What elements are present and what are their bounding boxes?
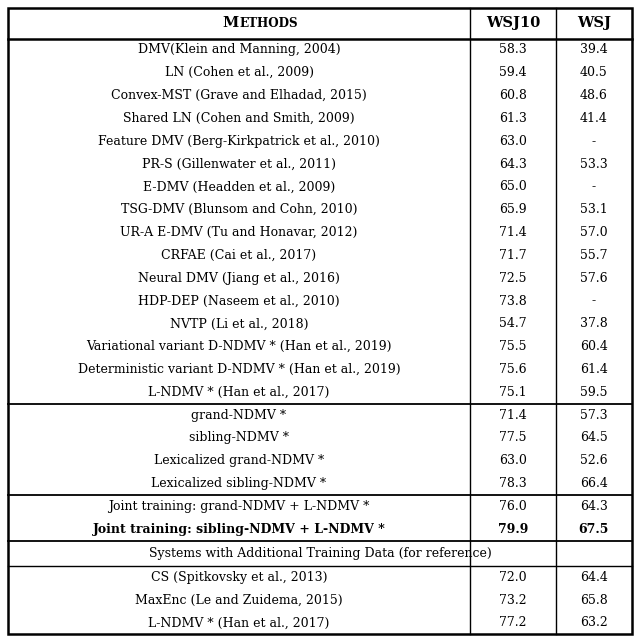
Text: WSJ10: WSJ10 <box>486 16 540 30</box>
Text: 71.4: 71.4 <box>499 409 527 422</box>
Text: -: - <box>592 295 596 308</box>
Text: Shared LN (Cohen and Smith, 2009): Shared LN (Cohen and Smith, 2009) <box>124 112 355 125</box>
Text: 64.4: 64.4 <box>580 571 608 584</box>
Text: 72.5: 72.5 <box>499 272 527 284</box>
Text: LN (Cohen et al., 2009): LN (Cohen et al., 2009) <box>164 66 314 79</box>
Text: 64.5: 64.5 <box>580 431 608 444</box>
Text: 65.8: 65.8 <box>580 594 608 607</box>
Text: DMV(Klein and Manning, 2004): DMV(Klein and Manning, 2004) <box>138 44 340 56</box>
Text: MaxEnc (Le and Zuidema, 2015): MaxEnc (Le and Zuidema, 2015) <box>135 594 343 607</box>
Text: 53.1: 53.1 <box>580 204 608 216</box>
Text: Feature DMV (Berg-Kirkpatrick et al., 2010): Feature DMV (Berg-Kirkpatrick et al., 20… <box>98 135 380 148</box>
Text: 57.3: 57.3 <box>580 409 608 422</box>
Text: sibling-NDMV *: sibling-NDMV * <box>189 431 289 444</box>
Text: 75.6: 75.6 <box>499 363 527 376</box>
Text: 63.0: 63.0 <box>499 135 527 148</box>
Text: -: - <box>592 180 596 193</box>
Text: 63.2: 63.2 <box>580 616 608 629</box>
Text: 61.3: 61.3 <box>499 112 527 125</box>
Text: 58.3: 58.3 <box>499 44 527 56</box>
Text: UR-A E-DMV (Tu and Honavar, 2012): UR-A E-DMV (Tu and Honavar, 2012) <box>120 226 358 239</box>
Text: 64.3: 64.3 <box>580 500 608 513</box>
Text: CS (Spitkovsky et al., 2013): CS (Spitkovsky et al., 2013) <box>151 571 327 584</box>
Text: 73.2: 73.2 <box>499 594 527 607</box>
Text: 40.5: 40.5 <box>580 66 608 79</box>
Text: Convex-MST (Grave and Elhadad, 2015): Convex-MST (Grave and Elhadad, 2015) <box>111 89 367 102</box>
Text: 41.4: 41.4 <box>580 112 608 125</box>
Text: 67.5: 67.5 <box>579 523 609 536</box>
Text: HDP-DEP (Naseem et al., 2010): HDP-DEP (Naseem et al., 2010) <box>138 295 340 308</box>
Text: Joint training: sibling-NDMV + L-NDMV *: Joint training: sibling-NDMV + L-NDMV * <box>93 523 385 536</box>
Text: 78.3: 78.3 <box>499 477 527 490</box>
Text: PR-S (Gillenwater et al., 2011): PR-S (Gillenwater et al., 2011) <box>142 157 336 171</box>
Text: 64.3: 64.3 <box>499 157 527 171</box>
Text: L-NDMV * (Han et al., 2017): L-NDMV * (Han et al., 2017) <box>148 616 330 629</box>
Text: grand-NDMV *: grand-NDMV * <box>191 409 287 422</box>
Text: 39.4: 39.4 <box>580 44 608 56</box>
Text: 63.0: 63.0 <box>499 455 527 467</box>
Text: 72.0: 72.0 <box>499 571 527 584</box>
Text: 53.3: 53.3 <box>580 157 608 171</box>
Text: 54.7: 54.7 <box>499 317 527 331</box>
Text: Neural DMV (Jiang et al., 2016): Neural DMV (Jiang et al., 2016) <box>138 272 340 284</box>
Text: WSJ: WSJ <box>577 16 611 30</box>
Text: 57.6: 57.6 <box>580 272 608 284</box>
Text: 59.5: 59.5 <box>580 386 607 399</box>
Text: E-DMV (Headden et al., 2009): E-DMV (Headden et al., 2009) <box>143 180 335 193</box>
Text: Deterministic variant D-NDMV * (Han et al., 2019): Deterministic variant D-NDMV * (Han et a… <box>77 363 401 376</box>
Text: Lexicalized sibling-NDMV *: Lexicalized sibling-NDMV * <box>152 477 326 490</box>
Text: 65.9: 65.9 <box>499 204 527 216</box>
Text: M: M <box>223 16 239 30</box>
Text: 61.4: 61.4 <box>580 363 608 376</box>
Text: Systems with Additional Training Data (for reference): Systems with Additional Training Data (f… <box>148 547 492 560</box>
Text: 60.8: 60.8 <box>499 89 527 102</box>
Text: Variational variant D-NDMV * (Han et al., 2019): Variational variant D-NDMV * (Han et al.… <box>86 340 392 353</box>
Text: 57.0: 57.0 <box>580 226 608 239</box>
Text: TSG-DMV (Blunsom and Cohn, 2010): TSG-DMV (Blunsom and Cohn, 2010) <box>121 204 357 216</box>
Text: 71.4: 71.4 <box>499 226 527 239</box>
Text: 66.4: 66.4 <box>580 477 608 490</box>
Text: 79.9: 79.9 <box>498 523 528 536</box>
Text: 76.0: 76.0 <box>499 500 527 513</box>
Text: 60.4: 60.4 <box>580 340 608 353</box>
Text: 52.6: 52.6 <box>580 455 608 467</box>
Text: 65.0: 65.0 <box>499 180 527 193</box>
Text: 73.8: 73.8 <box>499 295 527 308</box>
Text: 37.8: 37.8 <box>580 317 608 331</box>
Text: ETHODS: ETHODS <box>239 17 298 30</box>
Text: 75.5: 75.5 <box>499 340 527 353</box>
Text: -: - <box>592 135 596 148</box>
Text: CRFAE (Cai et al., 2017): CRFAE (Cai et al., 2017) <box>161 249 317 262</box>
Text: 55.7: 55.7 <box>580 249 607 262</box>
Text: Joint training: grand-NDMV + L-NDMV *: Joint training: grand-NDMV + L-NDMV * <box>108 500 370 513</box>
Text: 75.1: 75.1 <box>499 386 527 399</box>
Text: NVTP (Li et al., 2018): NVTP (Li et al., 2018) <box>170 317 308 331</box>
Text: L-NDMV * (Han et al., 2017): L-NDMV * (Han et al., 2017) <box>148 386 330 399</box>
Text: 48.6: 48.6 <box>580 89 608 102</box>
Text: 59.4: 59.4 <box>499 66 527 79</box>
Text: 71.7: 71.7 <box>499 249 527 262</box>
Text: Lexicalized grand-NDMV *: Lexicalized grand-NDMV * <box>154 455 324 467</box>
Text: 77.2: 77.2 <box>499 616 527 629</box>
Text: 77.5: 77.5 <box>499 431 527 444</box>
